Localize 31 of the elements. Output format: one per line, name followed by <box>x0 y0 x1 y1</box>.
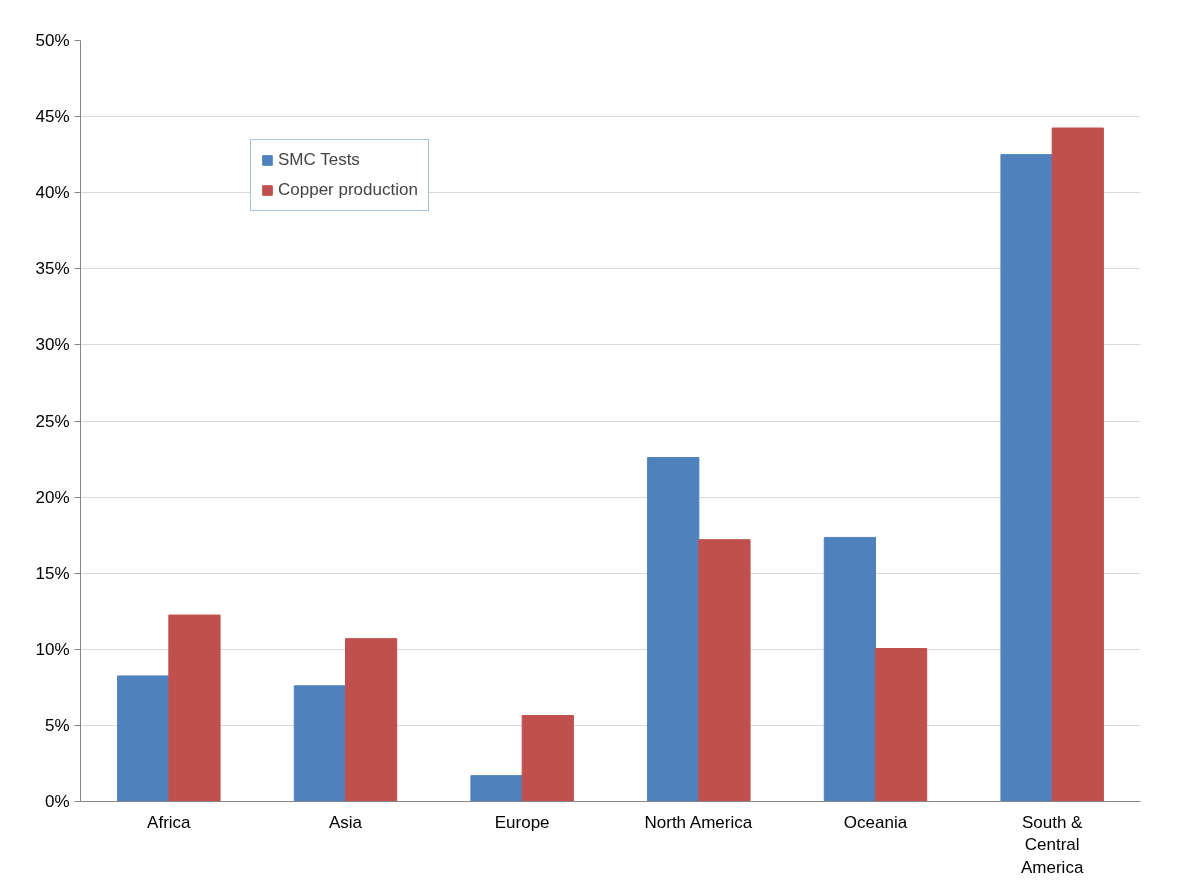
bar <box>875 648 928 802</box>
bar <box>345 638 398 802</box>
bar <box>823 536 876 802</box>
x-tick-label: Africa <box>147 812 192 832</box>
legend-label: SMC Tests <box>278 150 360 170</box>
y-tick-label: 0% <box>44 792 70 811</box>
y-tick-label: 10% <box>35 639 70 659</box>
bar <box>168 614 221 802</box>
bar <box>470 775 523 802</box>
y-tick-label: 5% <box>44 715 70 735</box>
x-tick-label: Europe <box>494 812 550 832</box>
x-tick-label: South & Central America <box>1020 812 1084 878</box>
legend-label: Copper production <box>278 180 418 200</box>
bar <box>117 675 170 802</box>
y-tick-label: 20% <box>35 487 70 507</box>
y-tick-label: 25% <box>35 411 70 431</box>
bar <box>1051 127 1104 802</box>
y-tick-label: 40% <box>35 183 70 203</box>
x-tick-label: Asia <box>328 812 363 832</box>
x-tick-label: Oceania <box>843 812 908 832</box>
y-tick-label: 45% <box>35 107 70 127</box>
y-tick-label: 50% <box>35 31 70 50</box>
bar <box>698 539 751 802</box>
bar <box>647 457 700 802</box>
bar <box>293 685 346 802</box>
bar <box>1000 154 1053 802</box>
y-tick-label: 30% <box>35 335 70 355</box>
y-tick-label: 15% <box>35 563 70 583</box>
x-tick-label: North America <box>644 812 753 832</box>
y-tick-label: 35% <box>35 259 70 279</box>
bar <box>521 715 574 802</box>
